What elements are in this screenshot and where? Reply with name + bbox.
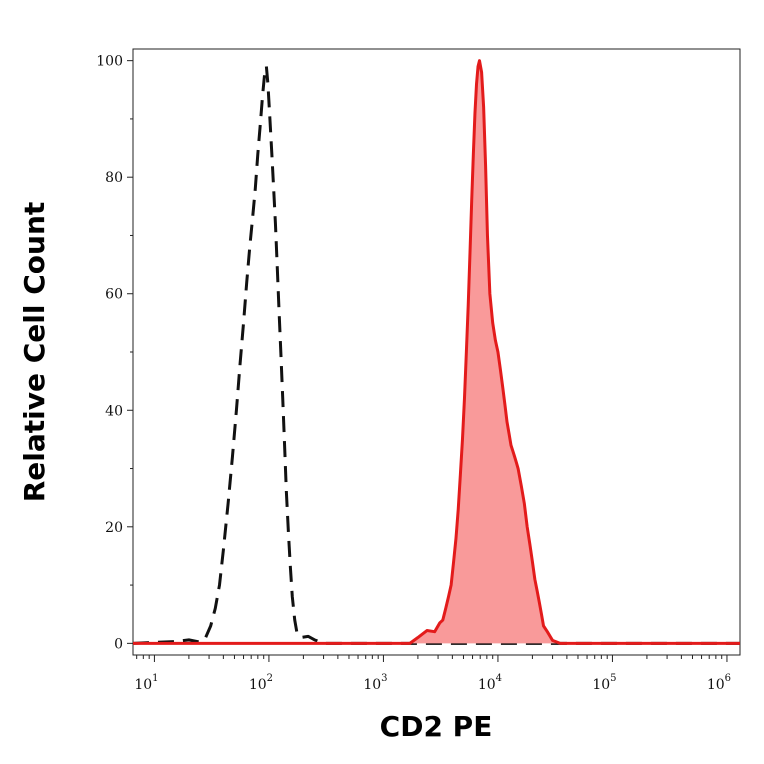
y-tick-label: 0 <box>114 636 123 652</box>
x-axis-title: CD2 PE <box>380 710 493 743</box>
series-layer <box>132 59 740 645</box>
y-tick-label: 80 <box>105 170 123 186</box>
axes-group <box>132 48 741 656</box>
y-axis-title: Relative Cell Count <box>18 202 51 503</box>
x-tick-label: 105 <box>592 673 616 693</box>
x-tick-label: 103 <box>363 673 387 693</box>
y-tick-label: 100 <box>96 54 123 70</box>
series-1-line <box>133 59 740 645</box>
y-tick-label: 20 <box>105 520 123 536</box>
x-tick-label: 106 <box>707 673 731 693</box>
x-tick-label: 102 <box>249 673 273 693</box>
series-0-line <box>132 64 740 645</box>
ticks-group: 0 20 40 60 80 100 101 102 103 104 105 106 <box>96 54 731 693</box>
y-tick-label: 60 <box>105 287 123 303</box>
plot-frame <box>132 48 741 656</box>
x-tick-label: 101 <box>134 673 158 693</box>
y-tick-label: 40 <box>105 403 123 419</box>
x-tick-label: 104 <box>478 673 502 693</box>
